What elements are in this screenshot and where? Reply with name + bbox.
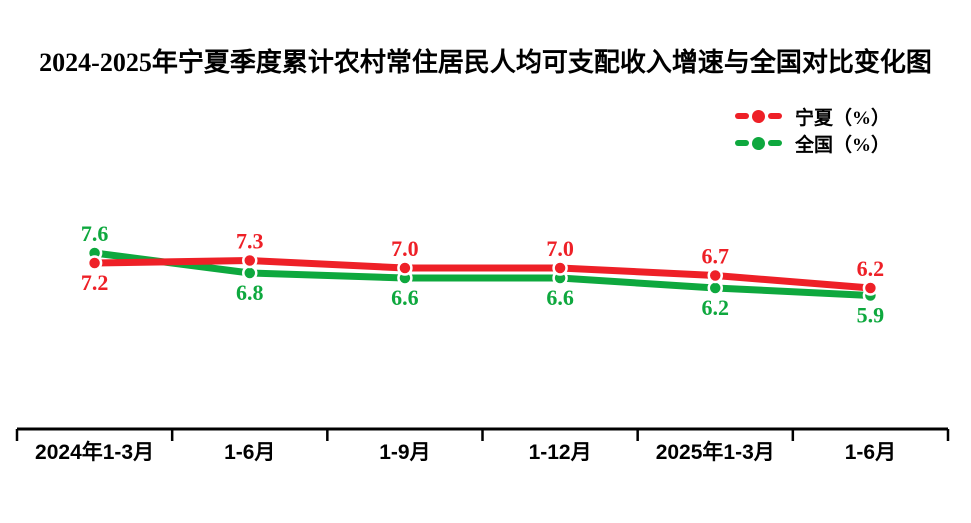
data-point-label: 7.3 <box>236 229 264 254</box>
data-point-label: 7.0 <box>546 236 574 261</box>
data-point-label: 7.6 <box>81 221 109 246</box>
data-point-marker <box>862 280 879 296</box>
x-axis-label: 2024年1-3月 <box>35 440 154 464</box>
data-point-label: 7.0 <box>391 236 419 261</box>
series-line <box>91 249 874 299</box>
x-axis-label: 1-6月 <box>845 441 896 464</box>
series-line <box>91 257 874 292</box>
data-point-label: 6.6 <box>546 285 574 310</box>
data-point-label: 6.8 <box>236 280 264 305</box>
legend-item-ningxia: 宁夏（%） <box>735 103 890 129</box>
data-point-marker <box>242 252 258 269</box>
x-axis-label: 1-6月 <box>224 441 275 464</box>
data-point-marker <box>707 280 723 296</box>
data-point-marker <box>86 255 103 271</box>
ningxia-line-marker-icon <box>735 109 782 123</box>
data-point-marker <box>242 265 258 281</box>
national-line-marker-icon <box>735 136 782 150</box>
data-point-label: 5.9 <box>857 303 885 328</box>
data-point-label: 6.6 <box>391 285 419 310</box>
legend-item-national: 全国（%） <box>735 130 890 156</box>
x-axis-label: 2025年1-3月 <box>656 440 775 464</box>
data-point-label: 6.7 <box>702 244 730 269</box>
data-point-marker <box>397 260 413 276</box>
data-point-marker <box>552 260 568 276</box>
legend-label-national: 全国（%） <box>795 134 891 156</box>
data-point-marker <box>707 267 723 284</box>
data-point-label: 6.2 <box>857 256 885 281</box>
data-point-label: 6.2 <box>702 295 730 320</box>
x-axis-label: 1-9月 <box>379 441 430 464</box>
legend-label-ningxia: 宁夏（%） <box>795 107 891 129</box>
legend: 宁夏（%） 全国（%） <box>735 103 890 156</box>
chart-title: 2024-2025年宁夏季度累计农村常住居民人均可支配收入增速与全国对比变化图 <box>39 48 932 77</box>
x-axis-label: 1-12月 <box>529 441 592 464</box>
data-point-label: 7.2 <box>81 270 109 295</box>
